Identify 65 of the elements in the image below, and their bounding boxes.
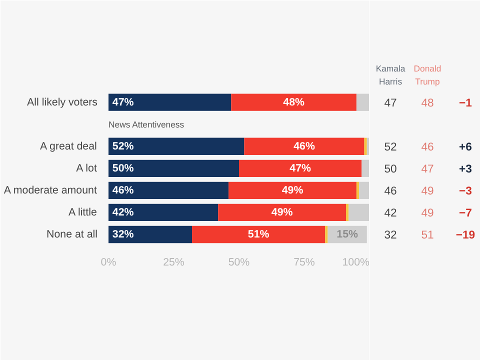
data-label: 46% <box>112 184 134 196</box>
data-label: 49% <box>282 184 304 196</box>
bar <box>231 94 356 111</box>
text: −7 <box>459 207 472 220</box>
text: 48 <box>421 97 434 110</box>
y-tick-label: None at all <box>46 228 98 240</box>
text: Kamala Harris <box>376 63 406 86</box>
bar <box>228 182 356 200</box>
bar <box>192 226 326 244</box>
y-tick-label: All likely voters <box>27 96 98 108</box>
data-label: 52% <box>112 140 134 152</box>
bar <box>244 138 364 155</box>
text: +6 <box>459 141 472 154</box>
bar <box>108 160 239 178</box>
bar <box>356 182 360 200</box>
data-label: 15% <box>336 228 359 240</box>
data-label: 48% <box>283 96 305 108</box>
bar <box>348 204 369 222</box>
text: 47 <box>384 97 397 110</box>
data-label: 49% <box>271 206 294 218</box>
data-label: 47% <box>112 96 134 108</box>
x-tick-label: 25% <box>163 256 185 268</box>
bar <box>364 138 367 155</box>
text: −1 <box>459 97 472 110</box>
text: −19 <box>456 229 476 242</box>
text: 51 <box>421 229 434 242</box>
annotation: News Attentiveness <box>108 119 185 130</box>
bar <box>239 160 362 178</box>
text: 47 <box>421 163 434 176</box>
data-label: 42% <box>112 206 134 218</box>
text: 42 <box>384 207 397 220</box>
x-tick-label: 50% <box>228 256 250 268</box>
data-label: 46% <box>294 140 316 152</box>
text: 49 <box>421 207 434 220</box>
bar <box>359 182 369 200</box>
bar <box>108 94 232 111</box>
text: 46 <box>421 141 434 154</box>
bar <box>108 182 229 200</box>
bar <box>325 226 328 244</box>
x-tick-label: 0% <box>100 256 117 268</box>
text: 52 <box>384 141 397 154</box>
bar <box>108 226 192 244</box>
text: −3 <box>459 185 472 198</box>
data-label: 50% <box>112 162 134 174</box>
text: +3 <box>459 163 472 176</box>
bar <box>108 204 218 222</box>
text: Donald Trump <box>414 63 442 86</box>
text: 49 <box>421 185 434 198</box>
bar <box>346 204 349 222</box>
data-label: 47% <box>290 162 312 174</box>
data-label: 32% <box>112 228 134 240</box>
bar <box>108 138 244 155</box>
y-tick-label: A little <box>68 206 97 218</box>
text: 50 <box>384 163 397 176</box>
bar <box>218 204 346 222</box>
x-tick-label: 75% <box>294 256 316 268</box>
text: 46 <box>384 185 397 198</box>
y-tick-label: A lot <box>76 162 97 174</box>
bar <box>356 94 369 111</box>
y-tick-label: A great deal <box>40 140 97 152</box>
y-tick-label: A moderate amount <box>4 184 97 196</box>
x-tick-label: 100% <box>342 256 370 268</box>
data-label: 51% <box>248 228 270 240</box>
bar <box>362 160 369 178</box>
text: 32 <box>384 229 397 242</box>
